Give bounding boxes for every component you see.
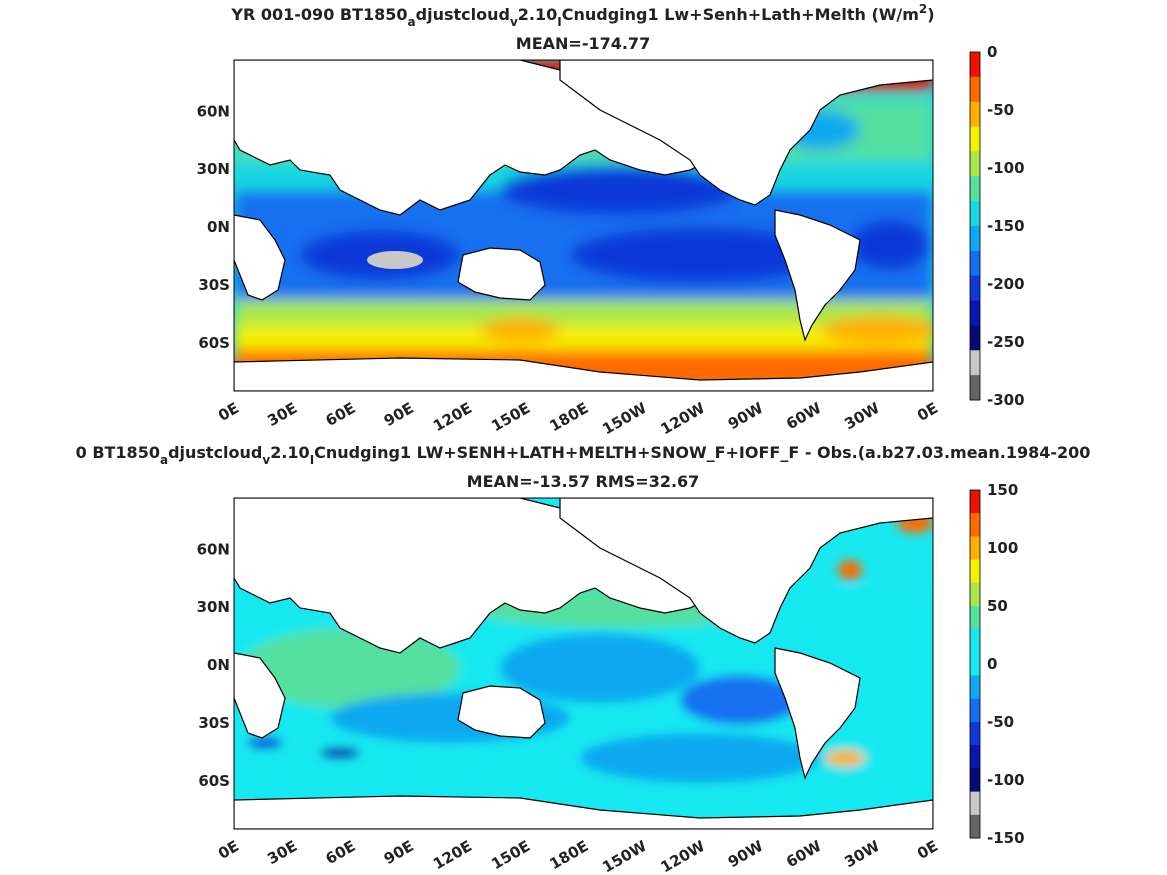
chart-1-xtick: 30W <box>841 399 883 434</box>
chart-1-colorbar-tick: -200 <box>987 275 1025 293</box>
chart-2-colorbar-segment <box>970 559 980 584</box>
chart-2-colorbar-segment <box>970 490 980 514</box>
chart-1-xtick: 0E <box>215 399 242 425</box>
chart-2-colorbar-tick: 150 <box>987 481 1018 499</box>
chart-2-colorbar-segment <box>970 582 980 607</box>
chart-2-xtick: 90W <box>725 837 767 872</box>
chart-1-colorbar-segment <box>970 325 980 351</box>
chart-1-colorbar-tick: -150 <box>987 217 1025 235</box>
chart-2-subtitle: MEAN=-13.57 RMS=32.67 <box>467 472 700 491</box>
chart-2-frame <box>233 497 934 830</box>
chart-2-colorbar-segment <box>970 536 980 561</box>
chart-2-xtick: 60E <box>323 837 359 868</box>
chart-1-xtick: 0E <box>914 399 941 425</box>
chart-2-colorbar-segment <box>970 513 980 537</box>
chart-1-xtick: 90W <box>725 399 767 434</box>
chart-1-colorbar-segment <box>970 76 980 103</box>
chart-2-colorbar-segment <box>970 814 980 839</box>
chart-1-xtick: 120E <box>430 399 475 435</box>
chart-2-xtick: 120E <box>430 837 475 873</box>
chart-1-colorbar-segment <box>970 275 980 302</box>
chart-2-colorbar-tick: 0 <box>987 655 997 673</box>
chart-1-colorbar-segment <box>970 201 980 227</box>
chart-1-xtick: 90E <box>381 399 417 430</box>
chart-2-xtick: 180E <box>547 837 592 873</box>
chart-2-xtick: 150E <box>488 837 533 873</box>
chart-2-title: 0 BT1850adjustcloudv2.10ICnudging1 LW+SE… <box>76 443 1091 467</box>
chart-1-colorbar-segment <box>970 375 980 401</box>
chart-1-colorbar-tick: -100 <box>987 159 1025 177</box>
chart-1-colorbar-segment <box>970 126 980 152</box>
chart-1-ytick: 30S <box>198 276 230 294</box>
chart-1-ytick: 60S <box>198 334 230 352</box>
chart-2-xtick: 30W <box>841 837 883 872</box>
chart-1-colorbar-segment <box>970 151 980 177</box>
chart-2-ytick: 30S <box>198 714 230 732</box>
chart-2-ytick: 30N <box>197 598 230 616</box>
chart-2-colorbar-segment <box>970 606 980 630</box>
chart-2-colorbar-tick: 50 <box>987 597 1008 615</box>
chart-1-colorbar-segment <box>970 226 980 252</box>
chart-2-map <box>234 498 933 829</box>
chart-2-colorbar-segment <box>970 675 980 700</box>
chart-2-colorbar-segment <box>970 652 980 677</box>
chart-2-xtick: 60W <box>783 837 825 872</box>
chart-1-colorbar-segment <box>970 176 980 202</box>
chart-1-map <box>234 60 933 391</box>
chart-1-ytick: 30N <box>197 160 230 178</box>
chart-2-xtick: 90E <box>381 837 417 868</box>
chart-2-xtick: 150W <box>599 837 650 875</box>
chart-1-colorbar-tick: -50 <box>987 101 1014 119</box>
chart-2-colorbar-tick: -100 <box>987 771 1025 789</box>
chart-2-xtick: 0E <box>914 837 941 863</box>
chart-2-ytick: 60S <box>198 772 230 790</box>
chart-1-ytick: 0N <box>207 218 230 236</box>
chart-2-ytick: 0N <box>207 656 230 674</box>
chart-1-xtick: 120W <box>658 399 709 439</box>
chart-1-xtick: 150W <box>599 399 650 439</box>
chart-2-colorbar-segment <box>970 768 980 793</box>
chart-1-ytick: 60N <box>197 102 230 120</box>
chart-2-colorbar-tick: -50 <box>987 713 1014 731</box>
chart-1-xtick: 60W <box>783 399 825 434</box>
chart-1-xtick: 60E <box>323 399 359 430</box>
chart-1-colorbar-tick: -250 <box>987 333 1025 351</box>
chart-1-frame <box>233 59 934 392</box>
chart-1-colorbar-segment <box>970 101 980 128</box>
chart-2-colorbar-tick: -150 <box>987 829 1025 847</box>
chart-1-colorbar-tick: 0 <box>987 43 997 61</box>
chart-1-title: YR 001-090 BT1850adjustcloudv2.10ICnudgi… <box>230 2 934 29</box>
chart-2-colorbar-segment <box>970 745 980 769</box>
chart-2-xtick: 30E <box>264 837 300 868</box>
chart-2-colorbar: 150 100 50 0 -50 -100 -150 <box>969 481 1025 847</box>
chart-1-xtick: 30E <box>264 399 300 430</box>
chart-2-colorbar-segment <box>970 698 980 723</box>
chart-1-colorbar-tick: -300 <box>987 391 1025 409</box>
chart-1-colorbar-segment <box>970 250 980 277</box>
chart-2-ytick: 60N <box>197 540 230 558</box>
chart-1-colorbar-segment <box>970 52 980 78</box>
chart-1-colorbar-segment <box>970 300 980 326</box>
chart-2-xtick: 120W <box>658 837 709 875</box>
chart-2-colorbar-segment <box>970 791 980 816</box>
chart-2-colorbar-segment <box>970 629 980 653</box>
chart-1-colorbar: 0 -50 -100 -150 -200 -250 -300 <box>969 43 1025 409</box>
chart-1-colorbar-segment <box>970 350 980 376</box>
chart-1-subtitle: MEAN=-174.77 <box>516 34 650 53</box>
chart-1-xtick: 180E <box>547 399 592 435</box>
chart-1-xtick: 150E <box>488 399 533 435</box>
chart-2-colorbar-segment <box>970 722 980 746</box>
chart-2-colorbar-tick: 100 <box>987 539 1018 557</box>
chart-2-xtick: 0E <box>215 837 242 863</box>
